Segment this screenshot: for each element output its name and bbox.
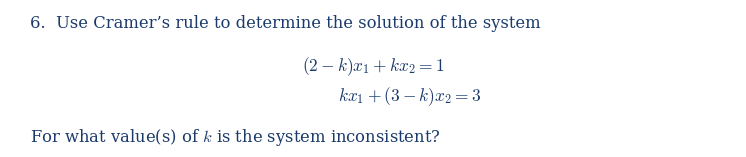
Text: For what value(s) of $k$ is the system inconsistent?: For what value(s) of $k$ is the system i…	[30, 127, 441, 148]
Text: 6.  Use Cramer’s rule to determine the solution of the system: 6. Use Cramer’s rule to determine the so…	[30, 15, 541, 32]
Text: $(2-k)x_1+kx_2 = 1$: $(2-k)x_1+kx_2 = 1$	[302, 55, 444, 78]
Text: $kx_1+(3-k)x_2 = 3$: $kx_1+(3-k)x_2 = 3$	[339, 85, 482, 108]
